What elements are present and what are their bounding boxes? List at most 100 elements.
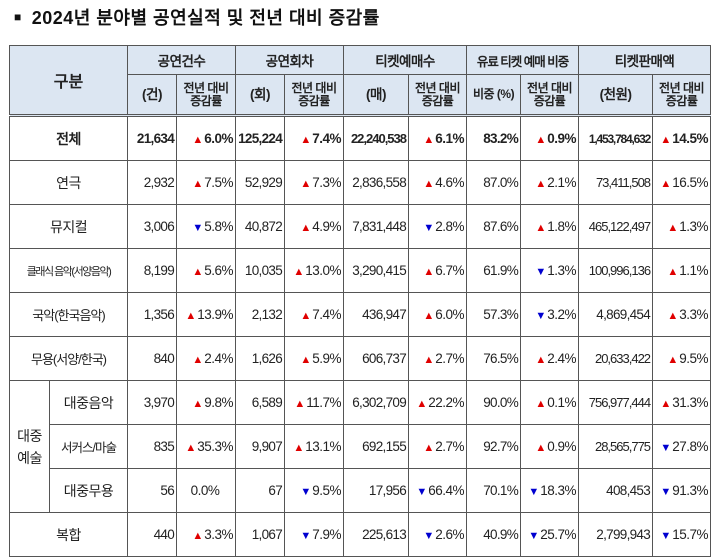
- change-cell: ▲16.5%: [652, 160, 712, 205]
- table-row: 연극 2,932 ▲7.5% 52,929 ▲7.3% 2,836,558 ▲4.6% 87.…: [8, 160, 712, 205]
- value-cell: 40.9%: [466, 512, 522, 557]
- row-label: 클래식 음악(서양음악): [8, 248, 129, 293]
- change-value: 9.5%: [312, 483, 342, 498]
- change-value: 2.4%: [204, 351, 234, 366]
- triangle-up-icon: ▲: [660, 178, 672, 190]
- change-value: 6.7%: [435, 263, 465, 278]
- change-cell: ▼5.8%: [176, 204, 237, 249]
- header-sub: 전년 대비 증감률: [408, 74, 468, 117]
- change-cell: ▼2.6%: [408, 512, 468, 557]
- change-value: 1.1%: [679, 263, 709, 278]
- table-row: 뮤지컬 3,006 ▼5.8% 40,872 ▲4.9% 7,831,448 ▼2.8% 87…: [8, 204, 712, 249]
- header-group: 유료 티켓 예매 비중: [466, 45, 580, 75]
- value-cell: 52,929: [235, 160, 286, 205]
- change-cell: ▲35.3%: [176, 424, 237, 469]
- triangle-up-icon: ▲: [293, 266, 305, 278]
- header-sub: 전년 대비 증감률: [284, 74, 345, 117]
- triangle-up-icon: ▲: [535, 354, 547, 366]
- triangle-up-icon: ▲: [416, 398, 428, 410]
- change-value: 5.9%: [312, 351, 342, 366]
- value-cell: 22,240,538: [343, 115, 410, 161]
- change-cell: ▼91.3%: [652, 468, 712, 513]
- value-cell: 76.5%: [466, 336, 522, 381]
- header-group: 티켓판매액: [578, 45, 712, 75]
- triangle-up-icon: ▲: [535, 222, 547, 234]
- change-value: 4.6%: [435, 175, 465, 190]
- change-value: 9.5%: [679, 351, 709, 366]
- change-value: 14.5%: [672, 131, 709, 146]
- change-value: 7.3%: [312, 175, 342, 190]
- change-value: 2.7%: [435, 351, 465, 366]
- value-cell: 3,290,415: [343, 248, 410, 293]
- triangle-up-icon: ▲: [423, 178, 435, 190]
- triangle-down-icon: ▼: [423, 530, 435, 542]
- value-cell: 56: [127, 468, 178, 513]
- triangle-up-icon: ▲: [667, 310, 679, 322]
- triangle-up-icon: ▲: [667, 266, 679, 278]
- change-cell: ▲7.3%: [284, 160, 345, 205]
- change-value: 7.4%: [312, 131, 342, 146]
- value-cell: 3,970: [127, 380, 178, 425]
- triangle-up-icon: ▲: [535, 398, 547, 410]
- change-value: 16.5%: [672, 175, 709, 190]
- value-cell: 57.3%: [466, 292, 522, 337]
- triangle-down-icon: ▼: [416, 486, 428, 498]
- change-cell: ▲0.9%: [520, 424, 580, 469]
- triangle-up-icon: ▲: [300, 354, 312, 366]
- triangle-up-icon: ▲: [423, 442, 435, 454]
- change-cell: 0.0%: [176, 468, 237, 513]
- value-cell: 20,633,422: [578, 336, 654, 381]
- change-cell: ▲11.7%: [284, 380, 345, 425]
- row-label: 대중무용: [48, 468, 129, 513]
- value-cell: 9,907: [235, 424, 286, 469]
- change-value: 11.7%: [306, 395, 342, 410]
- change-cell: ▲5.9%: [284, 336, 345, 381]
- change-cell: ▲5.6%: [176, 248, 237, 293]
- value-cell: 436,947: [343, 292, 410, 337]
- change-value: 2.7%: [435, 439, 465, 454]
- change-cell: ▲2.4%: [176, 336, 237, 381]
- triangle-up-icon: ▲: [192, 354, 204, 366]
- square-bullet-icon: ■: [14, 10, 22, 24]
- change-cell: ▼7.9%: [284, 512, 345, 557]
- change-value: 27.8%: [672, 439, 709, 454]
- header-sub: 전년 대비 증감률: [652, 74, 712, 117]
- table-row: 복합 440 ▲3.3% 1,067 ▼7.9% 225,613 ▼2.6% 40.9% ▼25…: [8, 512, 712, 557]
- header-sub: 비중 (%): [466, 74, 522, 117]
- change-cell: ▲7.4%: [284, 115, 345, 161]
- value-cell: 87.6%: [466, 204, 522, 249]
- triangle-down-icon: ▼: [528, 486, 540, 498]
- value-cell: 92.7%: [466, 424, 522, 469]
- value-cell: 61.9%: [466, 248, 522, 293]
- title-text: 2024년 분야별 공연실적 및 전년 대비 증감률: [31, 8, 380, 28]
- change-cell: ▲0.9%: [520, 115, 580, 161]
- header-sub: (건): [127, 74, 178, 117]
- change-value: 31.3%: [672, 395, 709, 410]
- change-cell: ▲7.5%: [176, 160, 237, 205]
- change-cell: ▲13.0%: [284, 248, 345, 293]
- change-value: 7.9%: [312, 527, 342, 542]
- change-cell: ▼66.4%: [408, 468, 468, 513]
- change-value: 13.0%: [305, 263, 342, 278]
- row-label: 복합: [8, 512, 129, 557]
- change-cell: ▲1.1%: [652, 248, 712, 293]
- change-cell: ▲2.7%: [408, 424, 468, 469]
- change-cell: ▲4.6%: [408, 160, 468, 205]
- triangle-up-icon: ▲: [535, 134, 547, 146]
- change-cell: ▲1.3%: [652, 204, 712, 249]
- change-value: 6.0%: [204, 131, 234, 146]
- row-label: 연극: [8, 160, 129, 205]
- change-value: 13.1%: [305, 439, 342, 454]
- change-value: 35.3%: [197, 439, 234, 454]
- value-cell: 70.1%: [466, 468, 522, 513]
- change-cell: ▲3.3%: [652, 292, 712, 337]
- value-cell: 100,996,136: [578, 248, 654, 293]
- value-cell: 7,831,448: [343, 204, 410, 249]
- triangle-up-icon: ▲: [535, 442, 547, 454]
- triangle-up-icon: ▲: [192, 134, 204, 146]
- triangle-up-icon: ▲: [300, 310, 312, 322]
- value-cell: 87.0%: [466, 160, 522, 205]
- change-cell: ▲14.5%: [652, 115, 712, 161]
- value-cell: 1,067: [235, 512, 286, 557]
- triangle-down-icon: ▼: [192, 222, 204, 234]
